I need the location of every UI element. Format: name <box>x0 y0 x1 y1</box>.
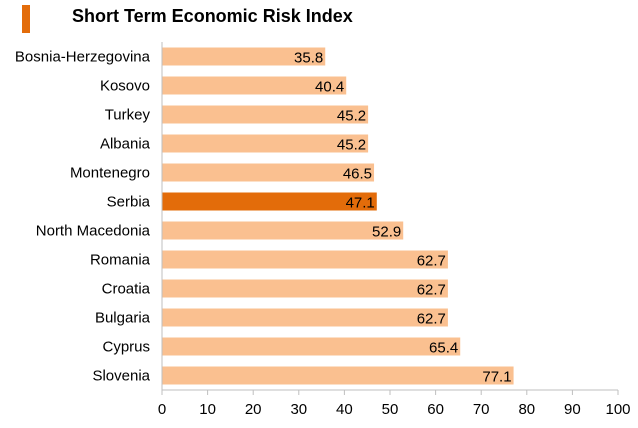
chart-title: Short Term Economic Risk Index <box>72 6 353 26</box>
bar <box>162 337 461 356</box>
value-label: 40.4 <box>315 79 344 96</box>
category-label: Croatia <box>102 281 151 298</box>
bar <box>162 192 377 211</box>
title-accent-bar <box>22 5 30 33</box>
x-tick-label: 60 <box>427 401 444 418</box>
bar <box>162 163 375 182</box>
category-label: Albania <box>100 136 151 153</box>
bar <box>162 279 448 298</box>
bar <box>162 221 404 240</box>
value-label: 62.7 <box>417 311 446 328</box>
bar <box>162 250 448 269</box>
value-label: 46.5 <box>343 166 372 183</box>
category-label: Cyprus <box>102 339 150 356</box>
bar <box>162 308 448 327</box>
value-label: 35.8 <box>294 50 323 67</box>
value-label: 62.7 <box>417 282 446 299</box>
value-label: 65.4 <box>429 340 458 357</box>
bar <box>162 105 369 124</box>
category-label: Bosnia-Herzegovina <box>15 49 151 66</box>
bar <box>162 76 347 95</box>
bar <box>162 134 369 153</box>
x-tick-label: 20 <box>245 401 262 418</box>
x-tick-label: 70 <box>473 401 490 418</box>
category-label: Serbia <box>107 194 151 211</box>
x-tick-label: 50 <box>382 401 399 418</box>
value-label: 77.1 <box>482 369 511 386</box>
value-label: 52.9 <box>372 224 401 241</box>
x-tick-label: 100 <box>605 401 630 418</box>
x-tick-label: 40 <box>336 401 353 418</box>
value-label: 45.2 <box>337 137 366 154</box>
bar <box>162 47 326 66</box>
bar <box>162 366 514 385</box>
value-label: 62.7 <box>417 253 446 270</box>
category-label: Montenegro <box>70 165 150 182</box>
x-tick-label: 30 <box>290 401 307 418</box>
x-tick-label: 10 <box>199 401 216 418</box>
value-label: 47.1 <box>346 195 375 212</box>
category-label: Slovenia <box>92 368 150 385</box>
category-label: Kosovo <box>100 78 150 95</box>
category-label: Romania <box>90 252 151 269</box>
category-label: Turkey <box>105 107 151 124</box>
x-tick-label: 80 <box>518 401 535 418</box>
category-label: North Macedonia <box>36 223 151 240</box>
category-label: Bulgaria <box>95 310 151 327</box>
x-tick-label: 0 <box>158 401 166 418</box>
x-tick-label: 90 <box>564 401 581 418</box>
value-label: 45.2 <box>337 108 366 125</box>
